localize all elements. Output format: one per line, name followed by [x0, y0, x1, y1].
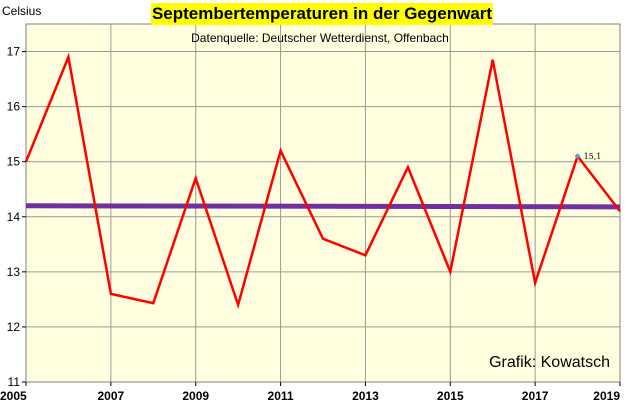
plot-area: [26, 24, 620, 382]
y-tick-label: 17: [7, 45, 21, 59]
y-axis-label: Celsius: [2, 4, 42, 18]
x-tick-label: 2013: [352, 389, 379, 403]
annotation-marker: [574, 153, 581, 160]
chart-credit: Grafik: Kowatsch: [489, 354, 610, 371]
x-tick-label: 2019: [593, 389, 620, 403]
trendline: [25, 203, 621, 210]
x-tick-label: 2005: [0, 389, 27, 403]
chart-subtitle: Datenquelle: Deutscher Wetterdienst, Off…: [191, 31, 449, 45]
y-tick-label: 14: [7, 210, 21, 224]
axis-layer: 11 12 13 14 15 16 17 2005 2007 2009 2011 2013 2015 20…: [0, 45, 621, 403]
annotation-label: 15,1: [584, 152, 602, 161]
y-tick-label: 16: [7, 100, 21, 114]
y-tick-label: 11: [8, 375, 21, 389]
x-tick-label: 2007: [98, 389, 125, 403]
x-tick-label: 2009: [182, 389, 209, 403]
series-line: [24, 52, 621, 310]
series-layer: 15,1: [24, 52, 621, 310]
x-tick-label: 2015: [437, 389, 464, 403]
x-tick-label: 2011: [268, 389, 294, 403]
y-tick-label: 15: [7, 155, 21, 169]
x-tick-label: 2017: [522, 389, 549, 403]
grid-layer: [25, 24, 621, 383]
y-tick-label: 13: [7, 265, 21, 279]
y-tick-label: 12: [7, 320, 21, 334]
chart-title: Septembertemperaturen in der Gegenwart: [151, 3, 493, 25]
